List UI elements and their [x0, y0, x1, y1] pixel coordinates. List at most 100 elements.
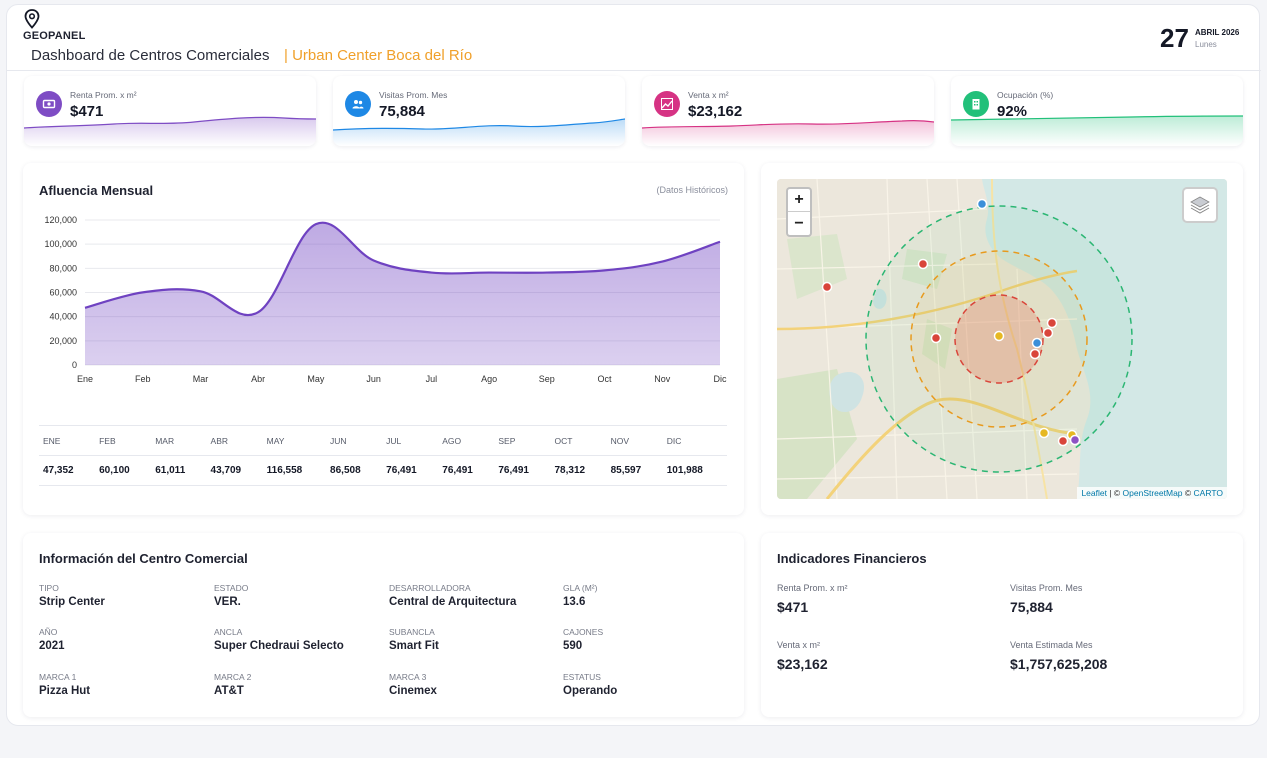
month-value: 47,352 [39, 455, 96, 486]
info-field-value: 13.6 [563, 596, 586, 608]
finance-field-label: Venta x m² [777, 640, 821, 650]
data-point[interactable] [602, 267, 608, 273]
money-icon [36, 91, 62, 117]
data-point[interactable] [82, 305, 88, 311]
info-field-value: VER. [214, 596, 241, 608]
finance-field: Renta Prom. x m² $471 [777, 583, 848, 615]
finance-title: Indicadores Financieros [777, 551, 927, 566]
y-tick-label: 60,000 [49, 288, 77, 298]
month-value: 76,491 [494, 455, 551, 486]
info-field: TIPO Strip Center [39, 583, 105, 608]
trend-icon [654, 91, 680, 117]
month-header: SEP [494, 425, 551, 456]
data-point[interactable] [140, 289, 146, 295]
month-value: 60,100 [95, 455, 152, 486]
afluencia-note: (Datos Históricos) [656, 185, 728, 195]
info-card: Información del Centro Comercial TIPO Str… [23, 533, 744, 717]
attribution-separator: | © [1106, 488, 1123, 498]
y-tick-label: 100,000 [44, 239, 77, 249]
x-tick-label: Jun [366, 374, 381, 384]
data-point[interactable] [371, 257, 377, 263]
series-line [84, 221, 721, 316]
info-field: SUBANCLA Smart Fit [389, 627, 439, 652]
data-point[interactable] [255, 309, 261, 315]
afluencia-card: Afluencia Mensual (Datos Históricos) 0 20… [23, 163, 744, 515]
data-point[interactable] [486, 270, 492, 276]
date-day: 27 [1160, 23, 1189, 53]
kpi-card-visitas: Visitas Prom. Mes 75,884 [333, 76, 625, 146]
kpi-label: Visitas Prom. Mes [379, 90, 448, 100]
month-header: FEB [95, 425, 152, 456]
kpi-value: 75,884 [379, 103, 425, 120]
finance-field-value: 75,884 [1010, 599, 1053, 615]
month-header: AGO [438, 425, 495, 456]
kpi-card-venta: Venta x m² $23,162 [642, 76, 934, 146]
data-point[interactable] [313, 221, 319, 227]
x-tick-label: May [307, 374, 325, 384]
data-point[interactable] [659, 259, 665, 265]
map-tiles[interactable] [777, 179, 1227, 499]
finance-field-value: $23,162 [777, 656, 828, 672]
info-field-label: GLA (M²) [563, 583, 598, 593]
kpi-card-renta: Renta Prom. x m² $471 [24, 76, 316, 146]
x-tick-label: Nov [654, 374, 671, 384]
layers-button[interactable] [1182, 187, 1218, 223]
finance-card: Indicadores Financieros Renta Prom. x m²… [761, 533, 1243, 717]
finance-field-label: Renta Prom. x m² [777, 583, 848, 593]
location-pin-icon [24, 9, 40, 29]
info-field-label: TIPO [39, 583, 59, 593]
month-header: JUN [326, 425, 383, 456]
map-card: + − Leaflet | © OpenStreetMap © CARTO [761, 163, 1243, 515]
date-month: ABRIL 2026 [1195, 28, 1240, 37]
month-value: 85,597 [606, 455, 663, 486]
data-point[interactable] [717, 239, 723, 245]
x-tick-label: Jul [426, 374, 438, 384]
map-view[interactable]: + − Leaflet | © OpenStreetMap © CARTO [777, 179, 1227, 499]
kpi-value: $23,162 [688, 103, 743, 120]
x-tick-label: Abr [251, 374, 265, 384]
zoom-in-button[interactable]: + [788, 189, 810, 212]
month-header: OCT [550, 425, 607, 456]
zoom-out-button[interactable]: − [794, 214, 804, 232]
leaflet-link[interactable]: Leaflet [1081, 488, 1107, 498]
info-field: MARCA 2 AT&T [214, 672, 251, 697]
kpi-card-ocupacion: Ocupación (%) 92% [951, 76, 1243, 146]
info-field-value: Cinemex [389, 685, 437, 697]
info-field-label: AÑO [39, 627, 58, 637]
info-field-label: ESTATUS [563, 672, 601, 682]
x-tick-label: Dic [714, 374, 727, 384]
month-value: 76,491 [382, 455, 439, 486]
month-value: 61,011 [151, 455, 207, 486]
month-value: 76,491 [438, 455, 495, 486]
y-tick-label: 80,000 [49, 263, 77, 273]
date-weekday: Lunes [1195, 40, 1217, 49]
info-field: DESARROLLADORA Central de Arquitectura [389, 583, 516, 608]
carto-link[interactable]: CARTO [1193, 488, 1223, 498]
map-markers[interactable] [821, 198, 1081, 447]
zoom-control: + − [786, 187, 812, 237]
info-field: MARCA 1 Pizza Hut [39, 672, 90, 697]
finance-field-value: $1,757,625,208 [1010, 656, 1108, 672]
month-header: DIC [662, 425, 727, 456]
month-header: ABR [206, 425, 263, 456]
month-value: 116,558 [262, 455, 327, 486]
users-icon [345, 91, 371, 117]
finance-field: Venta x m² $23,162 [777, 640, 828, 672]
kpi-label: Venta x m² [688, 90, 729, 100]
osm-link[interactable]: OpenStreetMap [1122, 488, 1183, 498]
page-title: Dashboard de Centros Comerciales [31, 47, 270, 64]
info-field-value: Strip Center [39, 596, 105, 608]
month-value: 43,709 [206, 455, 263, 486]
y-tick-label: 0 [72, 360, 77, 370]
info-field-value: AT&T [214, 685, 244, 697]
data-point[interactable] [197, 288, 203, 294]
month-value: 78,312 [550, 455, 607, 486]
finance-field: Visitas Prom. Mes 75,884 [1010, 583, 1082, 615]
info-field-label: SUBANCLA [389, 627, 435, 637]
data-point[interactable] [428, 270, 434, 276]
info-field: ESTADO VER. [214, 583, 248, 608]
data-point[interactable] [544, 270, 550, 276]
y-tick-label: 20,000 [49, 336, 77, 346]
month-header: NOV [606, 425, 663, 456]
month-header: ENE [39, 425, 96, 456]
